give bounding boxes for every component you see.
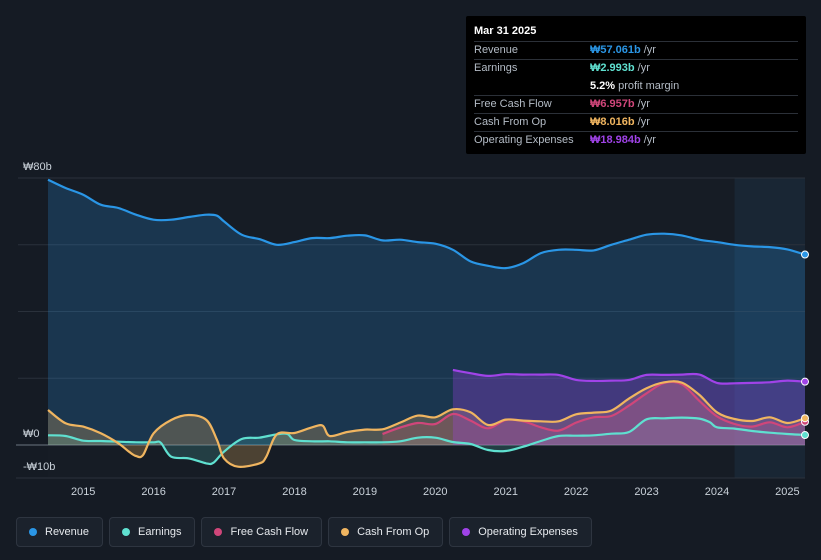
legend-item-earnings[interactable]: Earnings: [109, 517, 196, 547]
legend-dot-icon: [214, 528, 223, 536]
x-tick-label: 2022: [564, 486, 588, 498]
tooltip-row: Revenue ₩57.061b/yr: [474, 41, 798, 59]
legend-dot-icon: [122, 528, 131, 536]
revenue-endpoint: [801, 250, 809, 259]
tooltip-row-value: 5.2%: [590, 80, 616, 92]
x-tick-label: 2024: [705, 486, 729, 498]
y-axis-top-label: ₩80b: [23, 161, 52, 173]
legend-dot-icon: [29, 528, 37, 536]
x-tick-label: 2015: [71, 486, 95, 498]
legend-dot-icon: [462, 528, 471, 536]
legend-label: Operating Expenses: [478, 526, 578, 538]
x-tick-label: 2018: [282, 486, 306, 498]
x-tick-label: 2020: [423, 486, 447, 498]
tooltip-row-label: Operating Expenses: [474, 134, 574, 146]
earnings-area: [48, 417, 805, 465]
y-axis-zero-label: ₩0: [23, 428, 40, 440]
free-cash-flow-line: [382, 380, 806, 436]
tooltip-row-label: Earnings: [474, 62, 518, 74]
legend-dot-icon: [341, 528, 350, 536]
tooltip-row: Cash From Op ₩8.016b/yr: [474, 113, 798, 131]
forecast-band: [734, 178, 805, 478]
earnings-line: [47, 416, 806, 466]
x-tick-label: 2023: [634, 486, 658, 498]
legend-item-free-cash-flow[interactable]: Free Cash Flow: [201, 517, 323, 547]
tooltip-row: Free Cash Flow ₩6.957b/yr: [474, 95, 798, 113]
plot-area: [48, 178, 805, 478]
x-tick-label: 2025: [775, 486, 799, 498]
earnings-endpoint: [801, 431, 809, 440]
legend-label: Free Cash Flow: [230, 526, 309, 538]
plot-background: [48, 178, 805, 478]
series-endpoints: [801, 250, 809, 440]
tooltip-row-value: ₩57.061b: [590, 44, 641, 56]
operating-expenses-line: [452, 368, 806, 385]
tooltip-row-unit: /yr: [643, 134, 656, 146]
tooltip-row-unit: /yr: [637, 62, 650, 74]
legend-item-revenue[interactable]: Revenue: [16, 517, 104, 547]
series-lines: [47, 178, 806, 468]
tooltip-row-label: Revenue: [474, 44, 519, 56]
tooltip-row: Earnings ₩2.993b/yr: [474, 59, 798, 77]
tooltip-rows: Revenue ₩57.061b/yr Earnings ₩2.993b/yr 5.2%…: [474, 41, 798, 149]
tooltip-row-value: ₩2.993b: [590, 62, 635, 74]
revenue-line: [47, 178, 806, 270]
tooltip-row: 5.2% profit margin: [474, 77, 798, 95]
tooltip-row-label: Cash From Op: [474, 116, 547, 128]
x-axis-ticks: 2015 2016 2017 2018 2019 2020 2021 2022 2023 2024…: [71, 486, 800, 498]
tooltip: Mar 31 2025 Revenue ₩57.061b/yr Earnings ₩2…: [466, 16, 806, 154]
x-tick-label: 2017: [212, 486, 236, 498]
y-axis-bottom-label: -₩10b: [23, 461, 55, 473]
revenue-area: [48, 179, 805, 445]
tooltip-row-label: Free Cash Flow: [474, 98, 552, 110]
legend-label: Revenue: [45, 526, 90, 538]
legend-label: Earnings: [138, 526, 182, 538]
legend-item-operating-expenses[interactable]: Operating Expenses: [449, 517, 592, 547]
legend-item-cash-from-op[interactable]: Cash From Op: [328, 517, 444, 547]
tooltip-row-unit: /yr: [637, 98, 650, 110]
axis-labels: ₩80b ₩0 -₩10b: [23, 161, 55, 473]
legend-label: Cash From Op: [357, 526, 430, 538]
legend: Revenue Earnings Free Cash Flow Cash From O…: [16, 517, 592, 547]
operating-expenses-endpoint: [801, 377, 809, 386]
cash-from-op-endpoint: [801, 414, 809, 423]
cash-from-op-line: [47, 380, 806, 468]
tooltip-row: Operating Expenses ₩18.984b/yr: [474, 131, 798, 149]
tooltip-date: Mar 31 2025: [474, 25, 537, 37]
tooltip-row-unit: /yr: [643, 44, 656, 56]
x-tick-label: 2019: [353, 486, 377, 498]
tooltip-row-value: ₩18.984b: [590, 134, 641, 146]
x-tick-label: 2016: [141, 486, 165, 498]
tooltip-row-unit: /yr: [637, 116, 650, 128]
tooltip-row-value: ₩6.957b: [590, 98, 635, 110]
x-tick-label: 2021: [493, 486, 517, 498]
tooltip-row-label: [474, 78, 590, 95]
tooltip-row-value: ₩8.016b: [590, 116, 635, 128]
tooltip-row-unit: profit margin: [618, 80, 680, 92]
